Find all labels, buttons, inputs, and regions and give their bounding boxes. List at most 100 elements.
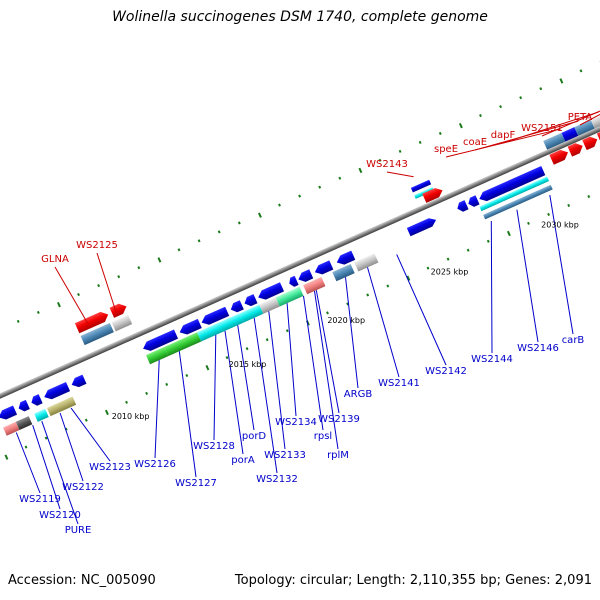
gene-feature[interactable] bbox=[164, 332, 202, 357]
gene-label-ws2146[interactable]: WS2146 bbox=[517, 343, 559, 354]
gene-feature[interactable] bbox=[479, 176, 550, 212]
gene-label-pure[interactable]: PURE bbox=[65, 525, 92, 536]
gene-feature[interactable] bbox=[590, 111, 600, 129]
gene-feature[interactable] bbox=[259, 297, 280, 314]
gene-feature[interactable] bbox=[335, 250, 356, 267]
gene-feature[interactable] bbox=[34, 408, 49, 422]
gene-label-ws2151[interactable]: WS2151 bbox=[521, 123, 563, 134]
gene-feature[interactable] bbox=[549, 147, 570, 165]
gene-feature[interactable] bbox=[574, 119, 595, 137]
gene-feature[interactable] bbox=[561, 127, 579, 142]
leader-ws2139 bbox=[315, 290, 340, 414]
gene-feature[interactable] bbox=[141, 329, 179, 353]
gene-label-dapf[interactable]: dapF bbox=[491, 130, 516, 141]
gene-label-coae[interactable]: coaE bbox=[463, 137, 487, 148]
gene-feature[interactable] bbox=[200, 306, 230, 328]
gene-feature[interactable] bbox=[70, 374, 87, 390]
gene-label-pord[interactable]: porD bbox=[242, 431, 267, 442]
gene-label-ws2120[interactable]: WS2120 bbox=[39, 510, 81, 521]
leader-ws2146 bbox=[516, 209, 539, 343]
gene-feature[interactable] bbox=[567, 141, 585, 157]
gene-feature[interactable] bbox=[17, 399, 30, 413]
gene-feature[interactable] bbox=[332, 263, 355, 282]
gene-label-ws2125[interactable]: WS2125 bbox=[76, 240, 118, 251]
gene-feature[interactable] bbox=[111, 314, 133, 332]
tick-mark bbox=[366, 293, 370, 297]
gene-label-argb[interactable]: ARGB bbox=[344, 389, 373, 400]
gene-feature[interactable] bbox=[229, 300, 244, 314]
gene-label-ws2134[interactable]: WS2134 bbox=[275, 417, 317, 428]
gene-feature[interactable] bbox=[410, 179, 432, 193]
gene-label-ws2122[interactable]: WS2122 bbox=[62, 482, 104, 493]
tick-mark bbox=[438, 131, 442, 136]
gene-feature[interactable] bbox=[477, 165, 546, 204]
leader-ws2126 bbox=[154, 360, 160, 459]
gene-label-ws2144[interactable]: WS2144 bbox=[471, 354, 513, 365]
gene-feature[interactable] bbox=[481, 181, 551, 215]
gene-label-ws2143[interactable]: WS2143 bbox=[366, 159, 408, 170]
gene-label-ws2141[interactable]: WS2141 bbox=[378, 378, 420, 389]
gene-label-ws2119[interactable]: WS2119 bbox=[19, 494, 61, 505]
gene-feature[interactable] bbox=[145, 346, 169, 365]
leader-ws2151 bbox=[541, 110, 600, 137]
gene-feature[interactable] bbox=[303, 276, 326, 295]
gene-label-ws2139[interactable]: WS2139 bbox=[318, 414, 360, 425]
gene-label-ws2123[interactable]: WS2123 bbox=[89, 462, 131, 473]
gene-label-ws2142[interactable]: WS2142 bbox=[425, 366, 467, 377]
scale-label-tick-2010: 2010 kbp bbox=[112, 412, 150, 421]
gene-feature[interactable] bbox=[466, 195, 480, 208]
gene-feature[interactable] bbox=[256, 282, 285, 302]
gene-label-rplm[interactable]: rplM bbox=[327, 450, 349, 461]
gene-label-peta[interactable]: PETA bbox=[568, 112, 593, 123]
gene-label-spee[interactable]: speE bbox=[434, 144, 458, 155]
gene-feature[interactable] bbox=[543, 132, 566, 151]
gene-feature[interactable] bbox=[296, 269, 314, 284]
gene-label-carb[interactable]: carB bbox=[562, 335, 585, 346]
leader-ws2134 bbox=[286, 303, 297, 417]
gene-feature[interactable] bbox=[178, 318, 202, 337]
gene-label-rpsl[interactable]: rpsl bbox=[314, 431, 332, 442]
gene-label-ws2133[interactable]: WS2133 bbox=[264, 450, 306, 461]
gene-label-pora[interactable]: porA bbox=[231, 455, 255, 466]
gene-feature[interactable] bbox=[354, 253, 379, 272]
tick-mark bbox=[466, 248, 470, 252]
gene-feature[interactable] bbox=[406, 216, 438, 237]
gene-feature[interactable] bbox=[412, 184, 433, 196]
gene-label-ws2128[interactable]: WS2128 bbox=[193, 441, 235, 452]
gene-feature[interactable] bbox=[483, 184, 553, 220]
tick-mark bbox=[386, 284, 390, 288]
gene-label-ws2127[interactable]: WS2127 bbox=[175, 478, 217, 489]
gene-label-ws2132[interactable]: WS2132 bbox=[256, 474, 298, 485]
gene-feature[interactable] bbox=[287, 275, 299, 288]
gene-feature[interactable] bbox=[42, 381, 71, 402]
gene-feature[interactable] bbox=[29, 394, 43, 407]
tick-mark bbox=[97, 284, 101, 288]
gene-feature[interactable] bbox=[408, 179, 415, 185]
leader-ws2133 bbox=[268, 311, 286, 450]
gene-label-ws2126[interactable]: WS2126 bbox=[134, 459, 176, 470]
gene-feature[interactable] bbox=[239, 304, 264, 323]
gene-feature[interactable] bbox=[109, 301, 129, 318]
gene-feature[interactable] bbox=[0, 405, 18, 422]
leader-ws2122 bbox=[59, 412, 84, 482]
leader-pora bbox=[224, 330, 244, 455]
gene-feature[interactable] bbox=[243, 294, 258, 308]
leader-peta bbox=[579, 113, 600, 126]
label-leaders bbox=[15, 110, 600, 525]
gene-feature[interactable] bbox=[582, 134, 599, 151]
gene-feature[interactable] bbox=[455, 200, 469, 213]
gene-label-glna[interactable]: GLNA bbox=[41, 254, 69, 265]
gene-feature[interactable] bbox=[74, 309, 111, 334]
gene-feature[interactable] bbox=[46, 396, 77, 417]
gene-feature[interactable] bbox=[3, 421, 20, 436]
gene-feature[interactable] bbox=[422, 186, 444, 203]
tick-mark bbox=[117, 275, 121, 279]
leader-spee bbox=[445, 128, 561, 158]
gene-feature[interactable] bbox=[80, 323, 114, 346]
gene-feature[interactable] bbox=[15, 416, 33, 431]
gene-feature[interactable] bbox=[275, 286, 304, 307]
tick-mark bbox=[197, 239, 201, 243]
gene-feature[interactable] bbox=[313, 260, 334, 276]
gene-feature[interactable] bbox=[197, 313, 244, 342]
leader-dapf bbox=[502, 111, 599, 144]
